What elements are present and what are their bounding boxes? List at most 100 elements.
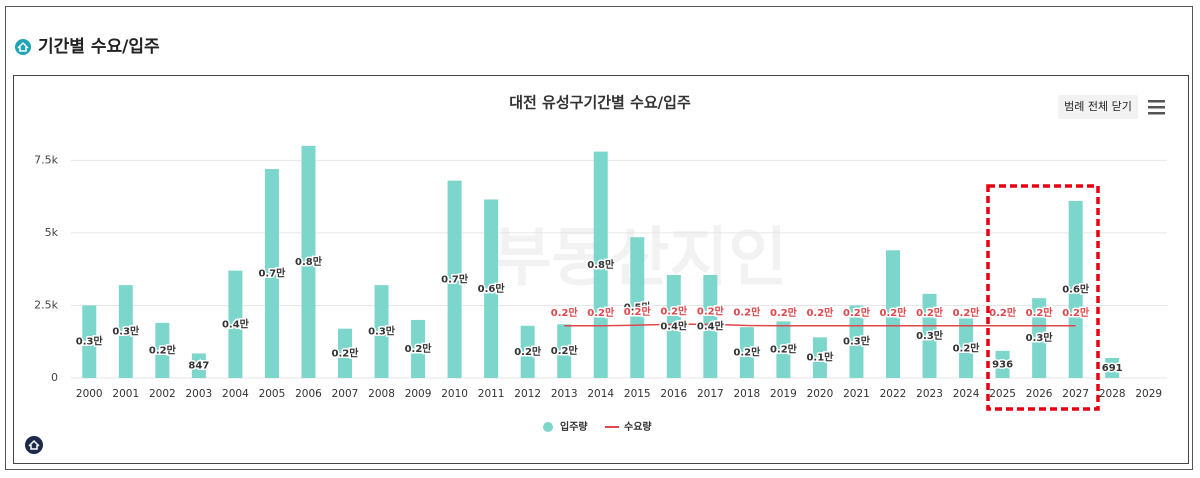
x-tick-label: 2022 <box>880 388 907 400</box>
x-tick-label: 2006 <box>295 388 322 400</box>
x-tick-label: 2003 <box>185 388 212 400</box>
highlight-box <box>986 184 1100 411</box>
x-tick-label: 2002 <box>149 388 176 400</box>
bar-value-label: 0.6만 <box>1062 282 1090 295</box>
menu-bar[interactable] <box>1148 106 1165 109</box>
bar-value-label: 847 <box>188 361 209 372</box>
x-tick-label: 2018 <box>733 388 760 400</box>
x-tick-label: 2016 <box>660 388 687 400</box>
x-tick-label: 2007 <box>332 388 359 400</box>
bar <box>301 145 316 378</box>
x-tick-label: 2020 <box>807 388 834 400</box>
x-tick-label: 2021 <box>843 388 870 400</box>
bar <box>703 274 718 378</box>
bar-value-label: 0.2만 <box>733 346 761 359</box>
menu-bar[interactable] <box>1148 100 1165 103</box>
line-value-label: 0.2만 <box>624 305 652 318</box>
x-tick-label: 2028 <box>1099 388 1126 400</box>
chart-title: 대전 유성구기간별 수요/입주 <box>509 94 691 112</box>
x-tick-label: 2000 <box>76 388 103 400</box>
bar <box>374 285 389 378</box>
x-tick-label: 2005 <box>259 388 286 400</box>
menu-icon[interactable] <box>1148 100 1165 115</box>
bar-value-label: 0.5만 <box>624 301 652 314</box>
line-value-label: 0.2만 <box>1062 306 1090 319</box>
legend-toggle-button[interactable] <box>1058 95 1138 119</box>
legend-label: 수요량 <box>624 421 652 433</box>
line-value-label: 0.2만 <box>1026 306 1054 319</box>
x-tick-label: 2011 <box>478 388 505 400</box>
bar-value-label: 0.4만 <box>222 317 250 330</box>
bar-value-label: 0.2만 <box>514 345 542 358</box>
header-icon-glyph <box>17 41 29 52</box>
x-tick-label: 2019 <box>770 388 797 400</box>
header-icon <box>15 39 31 55</box>
bar-value-label: 0.2만 <box>551 344 579 357</box>
demand-line <box>564 323 1076 327</box>
bar-value-label: 0.2만 <box>405 342 433 355</box>
bar <box>1032 298 1047 378</box>
bar <box>118 285 133 378</box>
x-tick-label: 2008 <box>368 388 395 400</box>
x-tick-label: 2027 <box>1062 388 1089 400</box>
y-tick-label: 0 <box>51 371 58 384</box>
bar-value-label: 0.8만 <box>295 255 323 268</box>
bar <box>411 319 426 378</box>
legend-label: 입주량 <box>560 420 588 433</box>
line-value-label: 0.2만 <box>551 306 579 319</box>
x-tick-label: 2029 <box>1135 388 1162 400</box>
bar-value-label: 0.4만 <box>697 319 725 332</box>
legend-toggle-label[interactable]: 범례 전체 닫기 <box>1064 100 1132 113</box>
x-tick-label: 2004 <box>222 388 249 400</box>
x-tick-label: 2023 <box>916 388 943 400</box>
bar <box>776 321 791 378</box>
bar <box>1068 200 1083 378</box>
line-value-label: 0.2만 <box>733 305 761 318</box>
bar <box>849 305 864 378</box>
bar <box>557 324 572 378</box>
menu-bar[interactable] <box>1148 112 1165 115</box>
bar-value-label: 0.2만 <box>953 341 981 354</box>
x-tick-label: 2001 <box>112 388 139 400</box>
plot: 0 2.5k 5k 7.5k 2000 2001 2002 2003 2004 2005 2006 2… <box>34 145 1167 400</box>
bar <box>82 305 97 378</box>
y-tick-label: 2.5k <box>34 298 58 311</box>
home-icon-glyph <box>28 439 40 450</box>
line-value-label: 0.2만 <box>806 306 834 319</box>
bar-value-label: 0.3만 <box>112 325 140 338</box>
bar-value-label: 0.7만 <box>441 272 469 285</box>
bar-value-label: 0.6만 <box>478 282 506 295</box>
bar <box>338 328 352 378</box>
bar-value-label: 0.2만 <box>770 343 798 356</box>
section-title: 기간별 수요/입주 <box>38 37 160 57</box>
bar <box>228 270 243 378</box>
bar-value-label: 0.8만 <box>587 258 615 271</box>
x-tick-label: 2026 <box>1026 388 1053 400</box>
bar-value-label: 0.3만 <box>916 329 944 342</box>
legend: 입주량 수요량 <box>543 420 652 433</box>
x-tick-label: 2014 <box>587 388 614 400</box>
line-value-label: 0.2만 <box>989 306 1017 319</box>
legend-swatch <box>543 422 553 432</box>
bar-value-label: 0.7만 <box>258 267 286 280</box>
bar <box>812 337 827 378</box>
y-tick-label: 5k <box>45 226 59 239</box>
bar <box>739 327 754 378</box>
line-value-label: 0.2만 <box>916 306 944 319</box>
line-value-label: 0.2만 <box>843 306 871 319</box>
bar <box>886 250 900 378</box>
bar-value-label: 691 <box>1102 363 1123 374</box>
bar-value-label: 0.3만 <box>76 335 104 348</box>
bar <box>484 199 499 378</box>
line-value-label: 0.2만 <box>587 306 615 319</box>
bar <box>666 274 681 378</box>
bar <box>922 293 937 378</box>
bar-value-label: 0.2만 <box>332 346 360 359</box>
bar-value-label: 0.2만 <box>149 343 177 356</box>
bar-value-label: 0.3만 <box>1026 331 1054 344</box>
x-tick-label: 2025 <box>989 388 1016 400</box>
bar <box>520 325 535 378</box>
bar <box>155 322 170 378</box>
y-tick-label: 7.5k <box>34 153 58 166</box>
